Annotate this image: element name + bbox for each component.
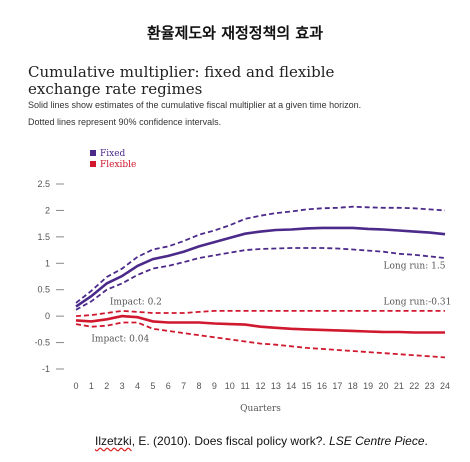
x-tick-label: 17 — [332, 381, 342, 391]
page-title: 환율제도와 재정정책의 효과 — [146, 24, 324, 42]
fixed-lower-ci-line — [75, 247, 446, 311]
x-tick-label: 7 — [181, 381, 186, 391]
y-tick-label: -1 — [42, 364, 50, 374]
annotation-4: Impact: 0.04 — [91, 335, 149, 345]
y-tick-label: 1 — [45, 258, 50, 268]
x-tick-label: 21 — [394, 381, 404, 391]
legend-label-fixed: Fixed — [100, 149, 126, 159]
citation-journal: LSE Centre Piece — [329, 434, 425, 448]
x-tick-label: 9 — [212, 381, 217, 391]
x-tick-label: 6 — [166, 381, 171, 391]
y-tick-label: 1.5 — [37, 232, 50, 242]
flexible-lower-ci-line — [75, 321, 446, 359]
x-tick-label: 11 — [240, 381, 249, 391]
flexible-estimate-line — [75, 314, 445, 334]
x-tick-label: 23 — [425, 381, 435, 391]
citation-author: Ilzetzki — [95, 434, 132, 448]
legend-swatch-flexible — [90, 161, 96, 167]
x-tick-label: 18 — [348, 381, 358, 391]
y-tick-label: 2.5 — [37, 179, 50, 189]
annotation-3: Impact: 0.2 — [110, 298, 162, 308]
chart-title-line-2: exchange rate regimes — [28, 80, 203, 98]
x-tick-label: 10 — [225, 381, 235, 391]
x-tick-label: 16 — [317, 381, 327, 391]
x-tick-label: 8 — [196, 381, 201, 391]
chart-title: Cumulative multiplier: fixed and flexibl… — [28, 64, 458, 98]
x-tick-label: 2 — [104, 381, 109, 391]
x-tick-label: 14 — [286, 381, 296, 391]
x-tick-label: 1 — [89, 381, 94, 391]
legend-label-flexible: Flexible — [100, 160, 136, 170]
x-tick-label: 22 — [409, 381, 419, 391]
chart-title-line-1: Cumulative multiplier: fixed and flexibl… — [28, 63, 335, 81]
annotation-1: Long run: 1.5 — [384, 262, 446, 272]
fixed-estimate-line — [75, 226, 446, 308]
citation-end: . — [424, 434, 428, 448]
citation: Ilzetzki, E. (2010). Does fiscal policy … — [95, 434, 428, 448]
x-tick-label: 4 — [135, 381, 140, 391]
x-tick-label: 13 — [271, 381, 281, 391]
legend-swatch-fixed — [90, 150, 96, 156]
fixed-upper-ci-line — [75, 205, 446, 304]
x-tick-label: 0 — [73, 381, 78, 391]
x-tick-label: 19 — [363, 381, 373, 391]
x-tick-label: 3 — [120, 381, 125, 391]
x-axis-label: Quarters — [240, 404, 281, 414]
flexible-upper-ci-line — [75, 309, 445, 317]
x-tick-label: 20 — [378, 381, 388, 391]
y-tick-label: -0.5 — [34, 338, 50, 348]
annotation-2: Long run:-0.31 — [384, 298, 452, 308]
multiplier-chart: 2.521.510.50-0.5-10 1 2 3 4 5 6 7 8 9 10 11 12 13 14 15… — [34, 149, 452, 414]
y-tick-label: 2 — [45, 205, 50, 215]
x-tick-label: 12 — [255, 381, 265, 391]
chart-subtitle-line-1: Solid lines show estimates of the cumula… — [28, 100, 362, 110]
x-tick-label: 15 — [302, 381, 312, 391]
chart-subtitle-line-2: Dotted lines represent 90% confidence in… — [28, 117, 222, 127]
x-tick-label: 5 — [150, 381, 155, 391]
y-tick-label: 0.5 — [37, 285, 50, 295]
citation-text: , E. (2010). Does fiscal policy work?. — [131, 434, 330, 448]
x-tick-label: 24 — [440, 381, 450, 391]
y-tick-label: 0 — [45, 311, 50, 321]
